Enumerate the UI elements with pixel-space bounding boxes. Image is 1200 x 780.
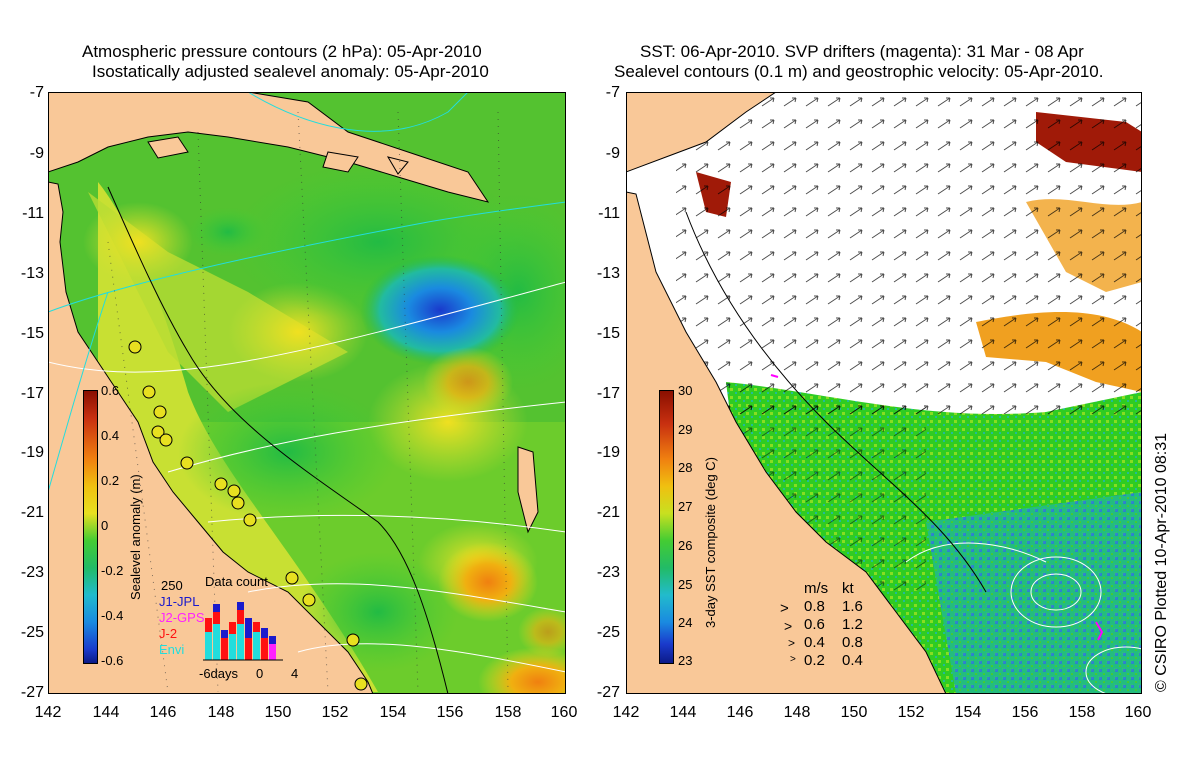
left-xtick: 152 xyxy=(321,704,349,721)
data-count-legend-j2gps: J2-GPS xyxy=(159,610,205,625)
velocity-legend-kt: 0.4 xyxy=(842,652,863,669)
right-ytick: -13 xyxy=(596,265,620,282)
velocity-arrow-icon: > xyxy=(784,618,793,634)
left-ytick: -19 xyxy=(20,444,44,461)
right-ytick: -23 xyxy=(596,564,620,581)
velocity-legend-ms: 0.8 xyxy=(804,598,825,615)
sst-map xyxy=(626,92,1142,694)
right-ytick: -21 xyxy=(596,504,620,521)
right-ytick: -15 xyxy=(596,325,620,342)
sealevel-colorbar-tick: -0.6 xyxy=(101,653,124,668)
sealevel-anomaly-map xyxy=(48,92,566,694)
sst-colorbar-tick: 25 xyxy=(678,577,693,592)
right-xtick: 152 xyxy=(897,704,925,721)
right-ytick: -17 xyxy=(596,385,620,402)
sst-colorbar-tick: 23 xyxy=(678,653,693,668)
data-count-legend-envi: Envi xyxy=(159,642,185,657)
right-ytick: -9 xyxy=(605,145,620,162)
velocity-legend-kt-header: kt xyxy=(842,580,854,597)
sst-colorbar-tick: 30 xyxy=(678,383,693,398)
left-ytick: -7 xyxy=(29,84,44,101)
left-title-line2: Isostatically adjusted sealevel anomaly:… xyxy=(92,62,489,81)
data-count-title: Data count xyxy=(205,574,268,589)
right-xtick: 154 xyxy=(954,704,982,721)
left-ytick: -23 xyxy=(20,564,44,581)
right-xtick: 158 xyxy=(1068,704,1096,721)
sst-colorbar xyxy=(659,390,674,664)
left-xtick: 142 xyxy=(34,704,62,721)
sst-colorbar-tick: 24 xyxy=(678,615,693,630)
data-count-xlabel-zero: 0 xyxy=(256,666,264,681)
right-ytick: -11 xyxy=(598,205,620,222)
velocity-arrow-icon: > xyxy=(780,600,789,617)
sealevel-anomaly-map-canvas xyxy=(48,92,566,694)
sst-map-canvas xyxy=(626,92,1142,694)
right-ytick: -27 xyxy=(596,684,620,701)
right-ytick: -25 xyxy=(596,624,620,641)
data-count-legend-j1: J1-JPL xyxy=(159,594,200,609)
right-ytick: -7 xyxy=(605,84,620,101)
left-xtick: 144 xyxy=(92,704,120,721)
data-count-xlabel-start: -6days xyxy=(199,666,239,681)
left-ytick: -13 xyxy=(20,265,44,282)
right-title-line2: Sealevel contours (0.1 m) and geostrophi… xyxy=(614,62,1104,81)
left-title-line1: Atmospheric pressure contours (2 hPa): 0… xyxy=(82,42,482,61)
sealevel-colorbar-tick: 0.2 xyxy=(101,473,120,488)
sealevel-colorbar-tick: -0.4 xyxy=(101,608,124,623)
right-xtick: 148 xyxy=(783,704,811,721)
left-ytick: -9 xyxy=(29,145,44,162)
sealevel-colorbar-tick: -0.2 xyxy=(101,563,124,578)
velocity-arrow-icon: > xyxy=(790,654,796,665)
sealevel-colorbar-tick: 0 xyxy=(101,518,109,533)
right-xtick: 142 xyxy=(612,704,640,721)
right-ytick: -19 xyxy=(596,444,620,461)
sealevel-colorbar-tick: 0.4 xyxy=(101,428,120,443)
velocity-legend-ms: 0.6 xyxy=(804,616,825,633)
velocity-legend-ms: 0.4 xyxy=(804,634,825,651)
data-count-max: 250 xyxy=(161,578,183,593)
sst-colorbar-tick: 28 xyxy=(678,460,693,475)
velocity-legend-kt: 0.8 xyxy=(842,634,863,651)
left-xtick: 146 xyxy=(149,704,177,721)
left-ytick: -21 xyxy=(20,504,44,521)
left-xtick: 150 xyxy=(264,704,292,721)
velocity-legend-kt: 1.6 xyxy=(842,598,863,615)
velocity-arrow-icon: > xyxy=(788,636,796,650)
left-ytick: -15 xyxy=(20,325,44,342)
velocity-legend-kt: 1.2 xyxy=(842,616,863,633)
left-xtick: 156 xyxy=(436,704,464,721)
left-map-frame xyxy=(48,92,566,694)
sealevel-colorbar xyxy=(83,390,98,664)
data-count-xlabel-end: 4 xyxy=(291,666,299,681)
right-xtick: 146 xyxy=(726,704,754,721)
left-xtick: 158 xyxy=(494,704,522,721)
right-title-line1: SST: 06-Apr-2010. SVP drifters (magenta)… xyxy=(640,42,1084,61)
sst-colorbar-tick: 27 xyxy=(678,499,693,514)
left-xtick: 148 xyxy=(207,704,235,721)
data-count-inset: 250 Data count J1-JPL J2-GPS J-2 Envi -6… xyxy=(155,572,305,684)
credit-text: © CSIRO Plotted 10-Apr-2010 08:31 xyxy=(1153,432,1170,692)
velocity-legend-ms-header: m/s xyxy=(804,580,829,597)
left-xtick: 160 xyxy=(550,704,578,721)
sealevel-colorbar-tick: 0.6 xyxy=(101,383,120,398)
sst-colorbar-tick: 26 xyxy=(678,538,693,553)
right-xtick: 144 xyxy=(669,704,697,721)
left-ytick: -27 xyxy=(20,684,44,701)
right-xtick: 150 xyxy=(840,704,868,721)
data-count-bars xyxy=(203,602,283,661)
left-ytick: -17 xyxy=(20,385,44,402)
left-ytick: -11 xyxy=(22,205,44,222)
velocity-legend-ms: 0.2 xyxy=(804,652,825,669)
left-xtick: 154 xyxy=(379,704,407,721)
sst-colorbar-tick: 29 xyxy=(678,422,693,437)
right-xtick: 160 xyxy=(1124,704,1152,721)
right-xtick: 156 xyxy=(1011,704,1039,721)
left-ytick: -25 xyxy=(20,624,44,641)
data-count-legend-j2: J-2 xyxy=(159,626,178,641)
velocity-legend: m/s kt > 0.8 1.6 > 0.6 1.2 > 0.4 0.8 > 0… xyxy=(778,580,898,670)
right-map-frame xyxy=(626,92,1142,694)
